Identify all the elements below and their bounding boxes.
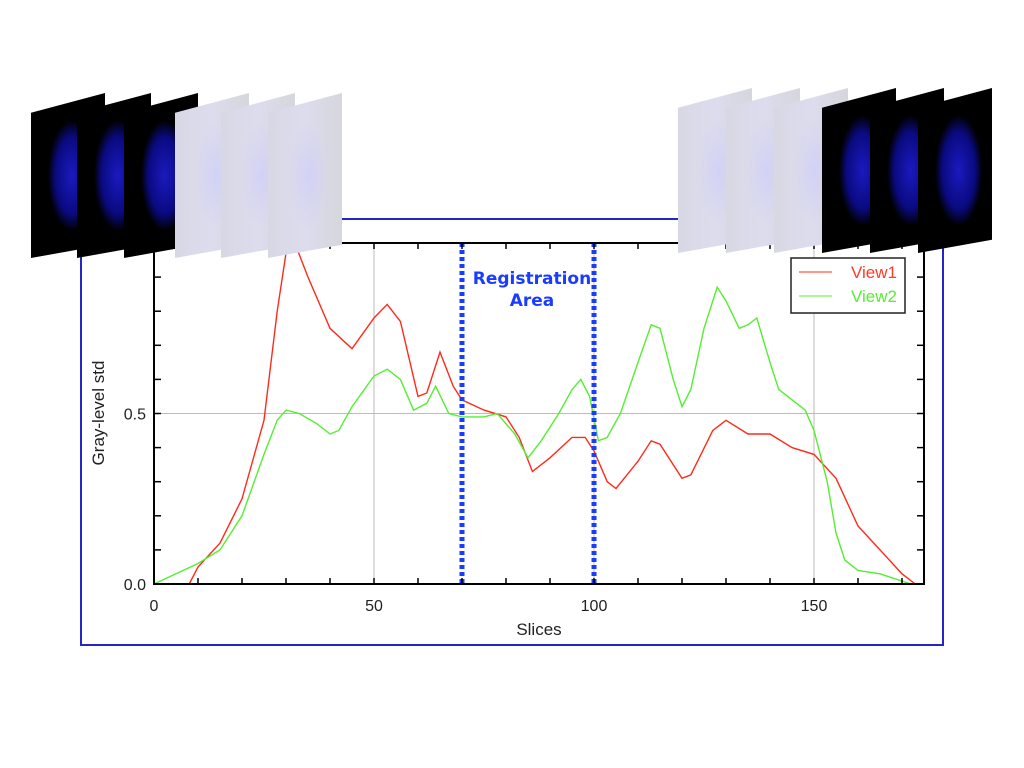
x-tick-label: 150 (801, 598, 828, 615)
slice-image-dark (918, 88, 992, 253)
x-tick-label: 0 (150, 598, 159, 615)
y-tick-label: 0.5 (124, 407, 146, 424)
chart-frame (80, 218, 944, 646)
slice-image-light (268, 93, 342, 258)
y-tick-label: 0.0 (124, 577, 146, 594)
series-lines (153, 241, 916, 585)
registration-area-label: Registration Area (473, 269, 591, 311)
x-axis-label: Slices (516, 620, 561, 639)
registration-area (459, 243, 597, 584)
legend-label-view2: View2 (851, 287, 897, 306)
y-axis-label: Gray-level std (89, 361, 108, 466)
x-tick-label: 50 (365, 598, 383, 615)
x-tick-label: 100 (581, 598, 608, 615)
series-line-view1 (188, 241, 916, 585)
legend: View1 View2 (790, 257, 906, 314)
legend-label-view1: View1 (851, 263, 897, 282)
series-line-view2 (153, 285, 912, 585)
